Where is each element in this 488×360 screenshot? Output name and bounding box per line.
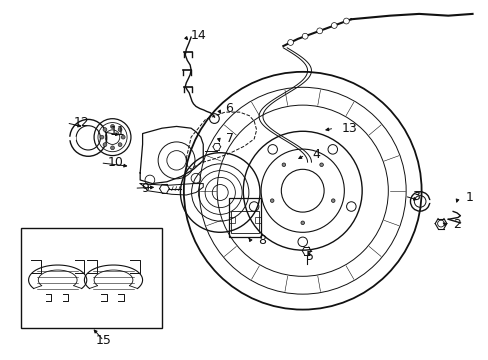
Circle shape bbox=[118, 128, 122, 131]
Text: 15: 15 bbox=[96, 334, 111, 347]
Text: 14: 14 bbox=[191, 29, 206, 42]
Circle shape bbox=[121, 135, 125, 139]
Bar bbox=[255, 217, 260, 224]
Circle shape bbox=[103, 128, 107, 131]
Circle shape bbox=[118, 143, 122, 147]
Circle shape bbox=[300, 221, 304, 225]
Bar bbox=[21, 228, 162, 328]
Circle shape bbox=[319, 163, 323, 167]
Circle shape bbox=[302, 33, 307, 39]
Text: 11: 11 bbox=[109, 125, 125, 138]
Circle shape bbox=[287, 40, 293, 45]
Text: 9: 9 bbox=[142, 182, 149, 195]
Circle shape bbox=[110, 146, 114, 150]
Text: 7: 7 bbox=[225, 132, 234, 145]
Text: 2: 2 bbox=[452, 218, 460, 231]
Circle shape bbox=[103, 143, 107, 147]
Text: 12: 12 bbox=[74, 116, 89, 129]
Text: 6: 6 bbox=[224, 102, 232, 115]
Bar bbox=[229, 217, 234, 224]
Bar bbox=[230, 211, 258, 233]
Text: 3: 3 bbox=[411, 190, 419, 203]
Circle shape bbox=[282, 163, 285, 167]
Text: 1: 1 bbox=[464, 192, 472, 204]
Text: 8: 8 bbox=[258, 234, 265, 247]
Bar bbox=[228, 198, 260, 237]
Circle shape bbox=[331, 199, 334, 202]
Circle shape bbox=[270, 199, 273, 202]
Circle shape bbox=[316, 28, 322, 34]
Circle shape bbox=[331, 23, 337, 28]
Text: 13: 13 bbox=[341, 122, 357, 135]
Text: 5: 5 bbox=[305, 250, 313, 263]
Circle shape bbox=[343, 18, 348, 24]
Circle shape bbox=[110, 125, 114, 129]
Circle shape bbox=[100, 135, 103, 139]
Text: 10: 10 bbox=[107, 156, 123, 169]
Text: 4: 4 bbox=[312, 148, 320, 162]
